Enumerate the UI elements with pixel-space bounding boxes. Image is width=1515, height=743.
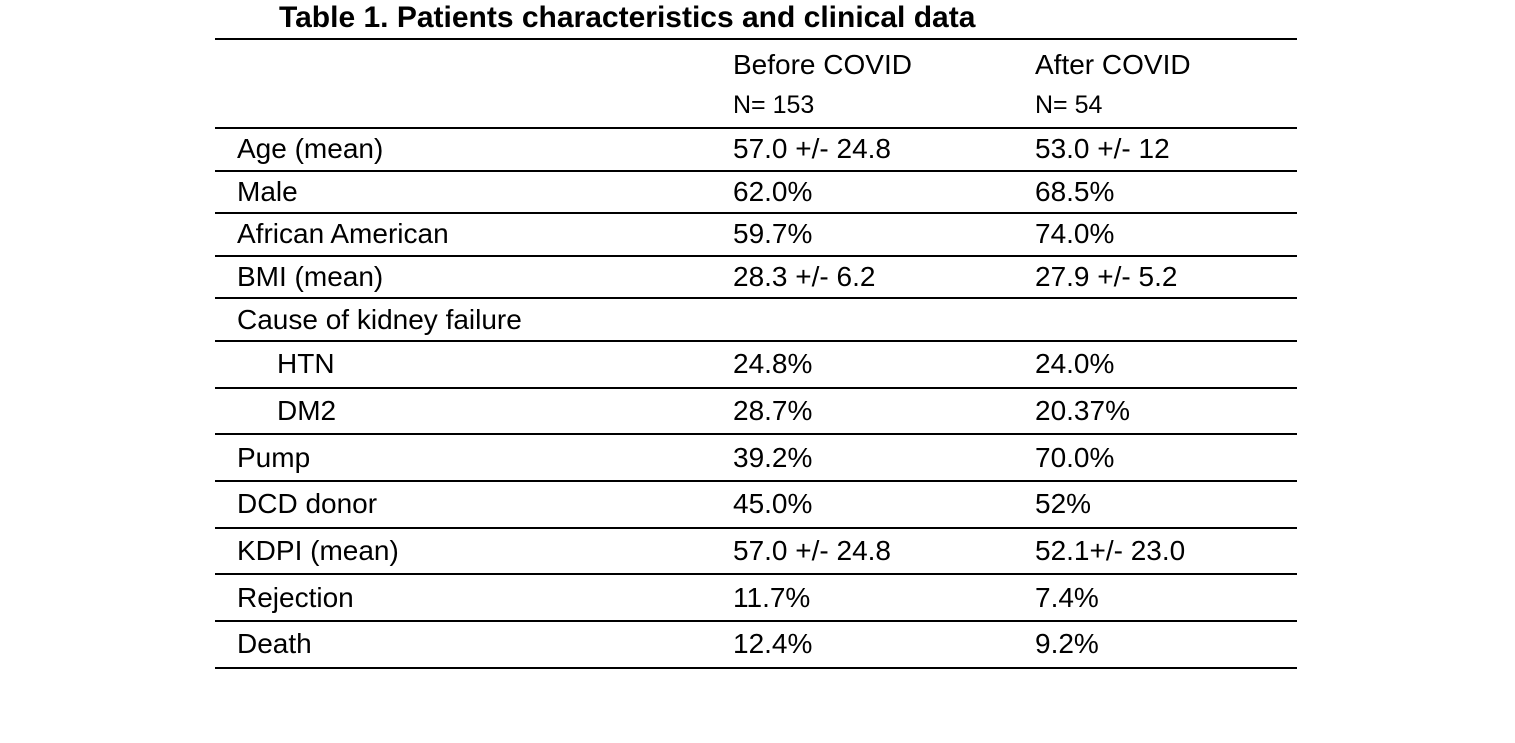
row-value-before: 59.7% — [733, 218, 813, 250]
row-value-after: 70.0% — [1035, 441, 1115, 473]
table-row-htn: HTN 24.8% 24.0% — [215, 342, 1297, 389]
table-row-bmi: BMI (mean) 28.3 +/- 6.2 27.9 +/- 5.2 — [215, 257, 1297, 300]
column-n-before-covid: N= 153 — [733, 90, 815, 119]
column-header-before-covid: Before COVID — [733, 48, 912, 80]
row-label: KDPI (mean) — [237, 535, 399, 567]
row-value-before: 28.7% — [733, 395, 813, 426]
table-row-dm2: DM2 28.7% 20.37% — [215, 389, 1297, 436]
row-value-after: 68.5% — [1035, 175, 1115, 207]
row-value-before: 45.0% — [733, 488, 813, 520]
row-value-after: 24.0% — [1035, 348, 1115, 380]
row-value-after: 9.2% — [1035, 628, 1099, 660]
row-label: HTN — [277, 348, 335, 380]
table-row-kdpi: KDPI (mean) 57.0 +/- 24.8 52.1+/- 23.0 — [215, 529, 1297, 576]
patients-table: Table 1. Patients characteristics and cl… — [215, 0, 1297, 669]
row-value-after: 27.9 +/- 5.2 — [1035, 261, 1178, 293]
row-label: Cause of kidney failure — [237, 303, 522, 335]
header-cell-before-covid: Before COVID N= 153 — [733, 40, 1035, 127]
row-label: Age (mean) — [237, 133, 384, 165]
table-row-death: Death 12.4% 9.2% — [215, 622, 1297, 669]
row-label: Male — [237, 175, 298, 207]
row-value-after: 74.0% — [1035, 218, 1115, 250]
row-value-before: 57.0 +/- 24.8 — [733, 535, 892, 567]
table-title: Table 1. Patients characteristics and cl… — [215, 0, 1297, 40]
row-value-before: 12.4% — [733, 628, 813, 660]
row-value-before: 28.3 +/- 6.2 — [733, 261, 876, 293]
row-value-after: 7.4% — [1035, 581, 1099, 613]
row-label: BMI (mean) — [237, 261, 384, 293]
header-cell-after-covid: After COVID N= 54 — [1035, 40, 1297, 127]
row-value-after: 52.1+/- 23.0 — [1035, 535, 1186, 567]
table-row-cause-of-kidney-failure: Cause of kidney failure — [215, 299, 1297, 342]
table-row-african-american: African American 59.7% 74.0% — [215, 214, 1297, 257]
column-n-after-covid: N= 54 — [1035, 90, 1103, 119]
column-header-after-covid: After COVID — [1035, 48, 1191, 80]
row-label: DM2 — [277, 395, 337, 426]
row-label: Death — [237, 628, 312, 660]
row-label: DCD donor — [237, 488, 378, 520]
table-row-dcd-donor: DCD donor 45.0% 52% — [215, 482, 1297, 529]
row-value-after: 20.37% — [1035, 395, 1130, 426]
row-value-before: 39.2% — [733, 441, 813, 473]
table-row-rejection: Rejection 11.7% 7.4% — [215, 575, 1297, 623]
row-label: Pump — [237, 441, 311, 473]
row-value-before: 11.7% — [733, 581, 811, 613]
row-value-after: 52% — [1035, 488, 1092, 520]
row-value-after: 53.0 +/- 12 — [1035, 133, 1170, 165]
row-value-before: 24.8% — [733, 348, 813, 380]
table-row-age: Age (mean) 57.0 +/- 24.8 53.0 +/- 12 — [215, 129, 1297, 172]
row-value-before: 57.0 +/- 24.8 — [733, 133, 892, 165]
row-label: Rejection — [237, 581, 354, 613]
row-value-before: 62.0% — [733, 175, 813, 207]
header-cell-empty — [215, 40, 733, 127]
table-header-row: Before COVID N= 153 After COVID N= 54 — [215, 40, 1297, 129]
table-row-male: Male 62.0% 68.5% — [215, 172, 1297, 215]
table-row-pump: Pump 39.2% 70.0% — [215, 435, 1297, 483]
row-label: African American — [237, 218, 449, 250]
